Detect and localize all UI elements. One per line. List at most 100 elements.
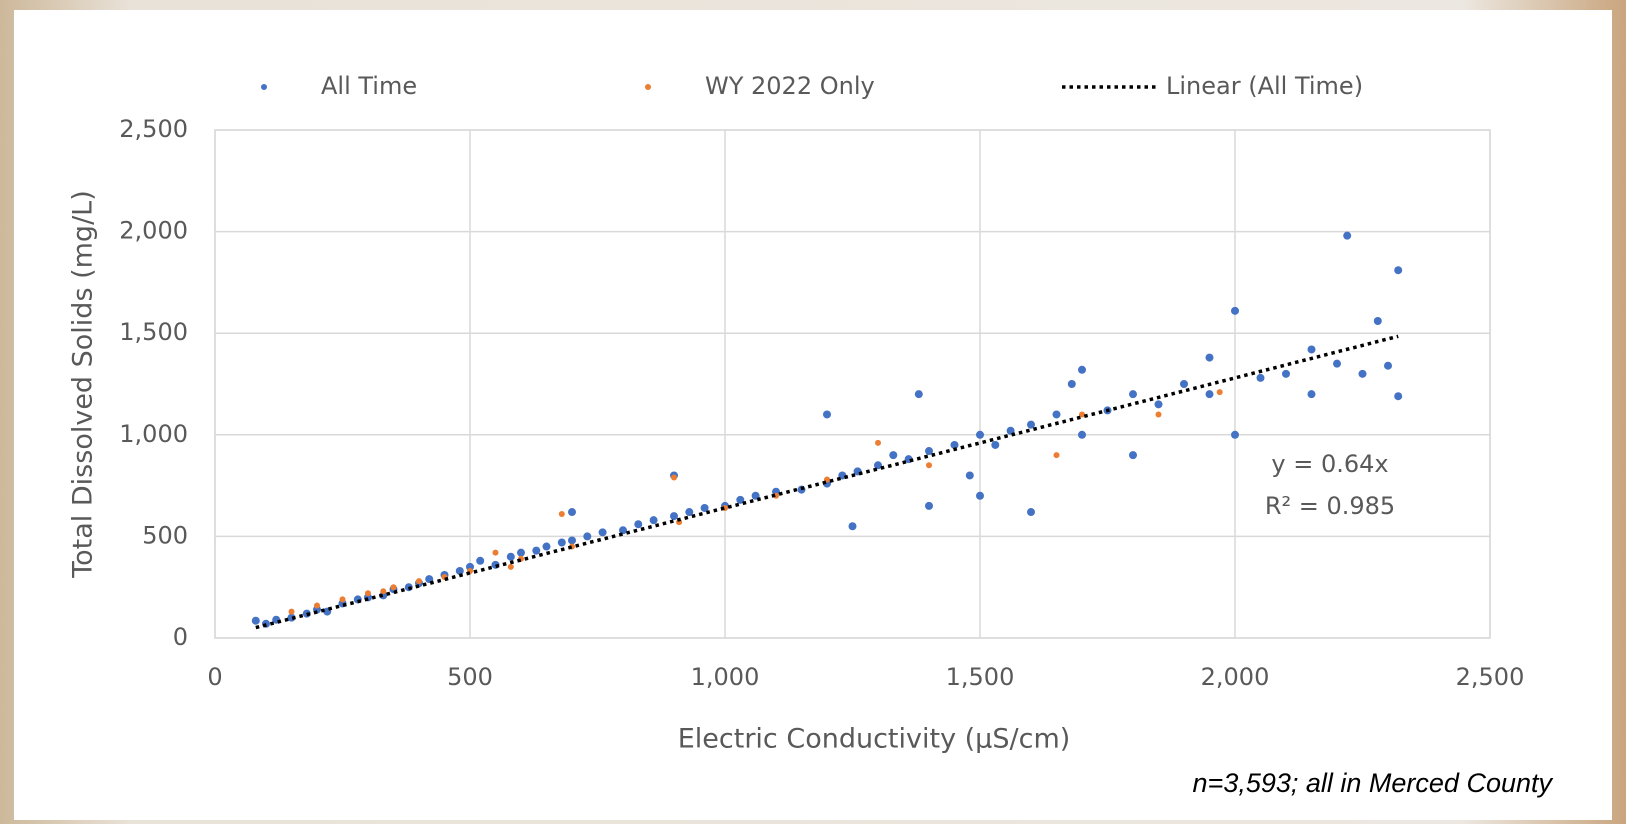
point [1256,373,1265,382]
point [685,508,694,517]
x-axis-title: Electric Conductivity (µS/cm) [678,724,1071,755]
point [506,552,515,561]
point [314,602,320,609]
point [557,538,566,547]
x-tick-label: 2,000 [1201,663,1270,691]
r-squared: R² = 0.985 [1265,492,1395,520]
point [1129,451,1137,460]
point [455,566,464,575]
point [950,440,959,449]
point [1373,317,1382,326]
point [1078,430,1086,439]
point [1307,345,1316,354]
point [507,563,514,570]
point [1129,390,1137,399]
point [365,590,371,597]
point [1067,380,1076,388]
point [251,616,260,625]
point [875,439,881,446]
point [751,491,760,500]
point [288,608,295,615]
legend-label: WY 2022 Only [705,72,875,100]
point [380,588,387,595]
y-tick-label: 500 [142,521,188,549]
point [1282,369,1290,378]
point [976,491,984,500]
point [649,516,658,525]
y-tick-label: 0 [173,623,188,651]
x-tick-label: 1,000 [691,663,760,691]
point [598,528,607,537]
point [1333,359,1341,368]
point [925,447,933,456]
point [583,532,592,541]
point [1384,361,1392,370]
point [889,451,898,460]
legend-label: All Time [321,72,417,100]
y-tick-label: 1,000 [119,420,188,448]
equation: y = 0.64x [1271,450,1388,478]
point [1155,411,1162,418]
x-tick-label: 2,500 [1456,663,1525,691]
point [991,440,1000,449]
point [926,462,932,469]
point [1079,411,1085,418]
trendline [255,334,1399,630]
point [1154,400,1163,409]
footnote: n=3,593; all in Merced County [1193,768,1554,798]
point [1205,390,1214,399]
point [1394,392,1403,401]
y-tick-label: 2,500 [119,115,188,143]
point [1027,508,1035,517]
point [736,495,745,504]
point [671,474,677,481]
point [390,584,397,591]
x-tick-label: 1,500 [946,663,1015,691]
point [874,461,882,470]
legend-swatch [261,84,267,90]
point [1358,369,1367,378]
point [1180,380,1188,388]
point [558,511,565,518]
point [492,549,499,556]
point [1053,452,1060,459]
point [1231,306,1239,315]
chart: Electric Conductivity (µS/cm) Total Diss… [68,72,1554,798]
point [1006,426,1015,435]
point [976,430,984,439]
x-tick-label: 500 [447,663,493,691]
plot-border [214,129,1491,639]
y-axis-title: Total Dissolved Solids (mg/L) [68,190,99,579]
point [634,520,643,529]
y-tick-label: 2,000 [119,217,188,245]
x-tick-label: 0 [207,663,222,691]
point [532,546,541,555]
point [416,578,422,585]
point [1343,231,1352,240]
y-tick-label: 1,500 [119,318,188,346]
point [542,542,551,551]
point [1205,353,1214,362]
point [823,410,831,419]
point [914,390,923,399]
point [568,536,576,545]
point [1216,389,1223,396]
point [517,548,525,557]
point [1052,410,1061,419]
point [476,556,485,565]
point [700,503,709,512]
point [339,596,346,603]
point [568,508,576,517]
point [925,501,933,510]
point [848,522,857,531]
point [965,471,974,480]
point [1027,420,1035,429]
legend-label: Linear (All Time) [1166,72,1363,100]
legend-swatch [645,84,651,90]
point [1231,430,1239,439]
card: Electric Conductivity (µS/cm) Total Diss… [14,10,1612,820]
point [619,526,627,535]
point [1394,266,1403,275]
point [1078,365,1086,374]
point [1307,390,1316,399]
